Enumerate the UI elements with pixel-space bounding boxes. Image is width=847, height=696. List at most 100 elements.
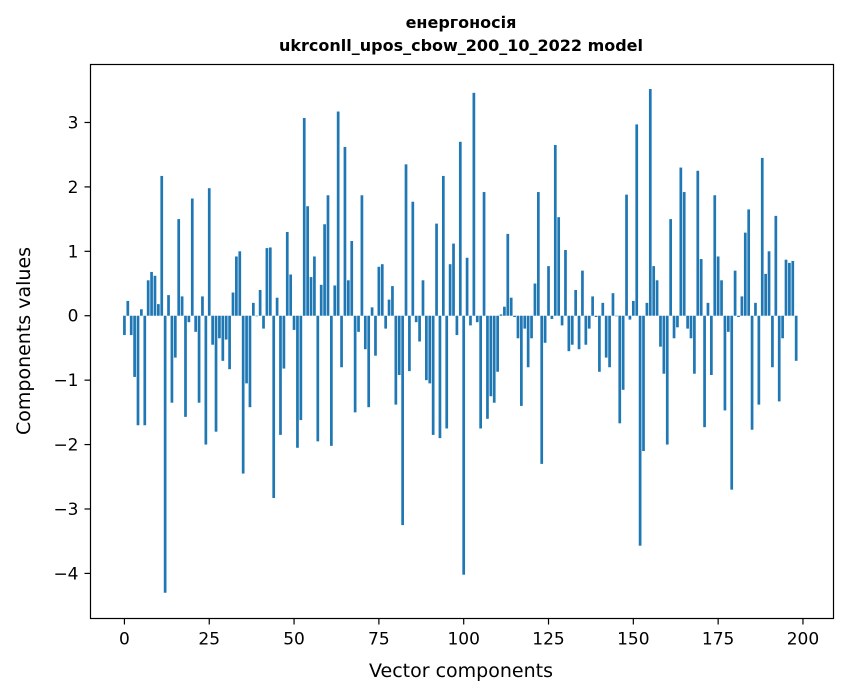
bar — [197, 315, 201, 403]
plot-frame — [89, 63, 835, 620]
bar — [669, 219, 672, 316]
bar — [648, 88, 652, 316]
x-tick-label: 25 — [198, 630, 220, 650]
x-tick-label: 125 — [532, 630, 564, 650]
y-tick-label: −4 — [53, 564, 78, 584]
x-tick-label: 0 — [119, 630, 130, 650]
bar — [458, 141, 462, 316]
bar — [482, 192, 486, 316]
bar — [265, 248, 269, 316]
bar — [343, 146, 347, 316]
bar — [750, 315, 754, 430]
bar — [465, 257, 469, 316]
bar — [133, 315, 136, 377]
bar — [333, 285, 337, 316]
bar — [448, 264, 452, 316]
bar — [608, 315, 611, 368]
bar — [353, 315, 357, 413]
bar — [652, 266, 656, 316]
bar — [170, 315, 174, 403]
y-tick-label: 3 — [68, 113, 79, 133]
bar — [781, 315, 784, 339]
bar — [757, 315, 761, 405]
bar — [655, 280, 659, 316]
bar — [228, 315, 231, 370]
bar — [720, 280, 723, 316]
bar — [601, 302, 605, 316]
bar — [526, 315, 530, 368]
bar — [475, 315, 479, 323]
x-tick-label: 50 — [283, 630, 305, 650]
bar — [726, 315, 730, 332]
bar — [584, 315, 588, 345]
bar — [173, 315, 177, 358]
bar — [747, 209, 751, 316]
bar — [523, 315, 527, 329]
bar — [367, 315, 371, 408]
bar — [570, 315, 574, 345]
bar — [469, 315, 472, 326]
bar — [326, 195, 330, 316]
bar — [455, 315, 459, 336]
bar — [231, 292, 235, 316]
bar — [754, 302, 757, 316]
chart-title-line1: енергоносія — [406, 13, 517, 32]
bar — [706, 302, 710, 316]
bar — [211, 315, 214, 345]
bar — [319, 284, 323, 316]
bar — [733, 270, 737, 316]
bar — [689, 315, 693, 339]
bar — [377, 266, 381, 316]
bar — [618, 315, 622, 424]
bar — [472, 92, 476, 316]
bar — [408, 315, 411, 372]
bar — [309, 277, 313, 316]
bar — [503, 306, 506, 316]
bar — [258, 289, 262, 316]
bar-series — [123, 88, 798, 593]
bar — [282, 315, 286, 369]
bar — [553, 145, 557, 316]
x-axis-label: Vector components — [369, 660, 553, 682]
bar — [146, 280, 150, 316]
bar — [180, 296, 184, 316]
bar — [126, 300, 130, 316]
bar — [499, 314, 503, 316]
bar — [710, 315, 713, 375]
bar — [143, 315, 147, 426]
x-tick-label: 200 — [787, 630, 819, 650]
bar — [140, 309, 143, 316]
bar — [316, 315, 320, 442]
bar — [374, 315, 377, 356]
bar — [241, 315, 245, 474]
bar — [516, 315, 520, 339]
bar — [682, 192, 686, 316]
bar — [201, 296, 204, 316]
bar — [567, 315, 571, 352]
bar — [591, 296, 594, 316]
bar — [716, 256, 720, 316]
bar — [659, 315, 662, 347]
bar — [540, 315, 544, 464]
bar — [479, 315, 483, 429]
bar — [665, 315, 669, 445]
bar — [285, 231, 289, 316]
bar — [723, 315, 727, 411]
bar — [693, 315, 696, 374]
bar — [598, 315, 601, 372]
bar — [289, 274, 293, 316]
bar — [292, 315, 296, 330]
bar — [699, 259, 703, 316]
bar — [445, 315, 449, 429]
bar — [272, 315, 276, 499]
bar — [160, 175, 164, 316]
bar — [123, 315, 126, 336]
bar — [187, 315, 191, 323]
bar — [435, 223, 438, 316]
bar — [421, 280, 425, 316]
bar — [564, 250, 567, 316]
bar — [384, 315, 388, 329]
y-tick-label: 1 — [68, 242, 79, 262]
bar — [784, 259, 788, 316]
